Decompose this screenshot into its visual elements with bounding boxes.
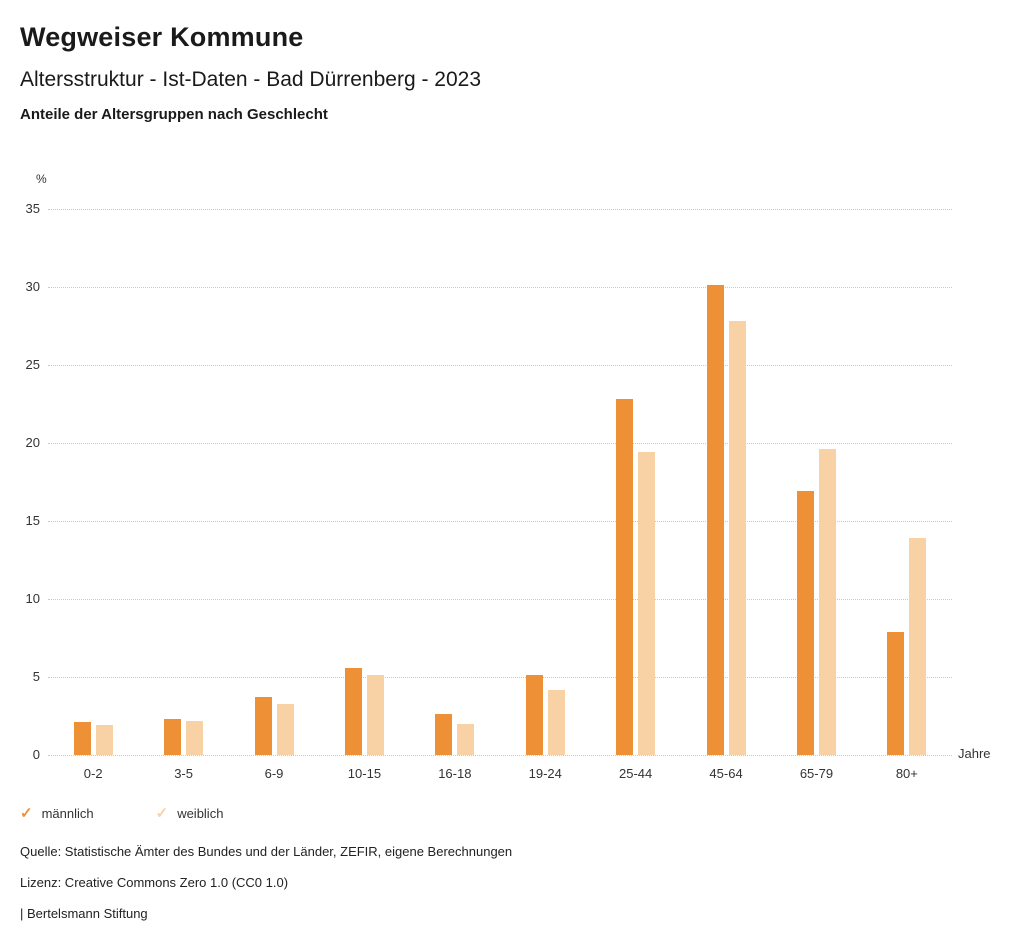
bar-männlich-10-15: [344, 667, 362, 755]
bar-weiblich-19-24: [547, 689, 565, 755]
bar-group-45-64: [681, 209, 771, 755]
bar-männlich-65-79: [796, 491, 814, 755]
x-tick-label: 0-2: [83, 766, 103, 781]
bar-weiblich-25-44: [638, 452, 656, 755]
legend-label: männlich: [41, 805, 94, 821]
y-axis-unit-label: %: [36, 172, 47, 186]
y-tick-label: 20: [25, 435, 40, 450]
bar-männlich-45-64: [706, 285, 724, 755]
x-tick-label: 25-44: [619, 766, 653, 781]
x-tick-label: 10-15: [347, 766, 382, 781]
bar-group-6-9: [229, 209, 319, 755]
page-title: Wegweiser Kommune: [20, 22, 304, 52]
y-tick-label: 35: [25, 201, 40, 216]
bar-group-16-18: [410, 209, 500, 755]
x-tick-label: 80+: [895, 766, 918, 781]
bar-group-19-24: [500, 209, 590, 755]
y-tick-label: 25: [25, 357, 40, 372]
bar-group-65-79: [771, 209, 861, 755]
check-icon: ✓: [20, 805, 33, 822]
gridline: [48, 365, 952, 366]
x-tick-label: 19-24: [528, 766, 562, 781]
x-tick-label: 6-9: [264, 766, 284, 781]
x-tick-label: 65-79: [799, 766, 834, 781]
bar-weiblich-3-5: [186, 720, 204, 755]
gridline: [48, 599, 952, 600]
bar-weiblich-0-2: [95, 725, 113, 755]
page-subtitle: Altersstruktur - Ist-Daten - Bad Dürrenb…: [20, 68, 482, 91]
chart-heading: Anteile der Altersgruppen nach Geschlech…: [20, 106, 328, 123]
bar-group-25-44: [590, 209, 680, 755]
legend-label: weiblich: [177, 805, 224, 821]
chart-legend: ✓ männlich ✓ weiblich: [20, 804, 223, 822]
legend-item-weiblich: ✓ weiblich: [156, 804, 224, 822]
y-tick-label: 30: [25, 279, 40, 294]
gridline: [48, 287, 952, 288]
y-tick-label: 5: [32, 669, 40, 684]
attribution-text: | Bertelsmann Stiftung: [20, 906, 148, 921]
gridline: [48, 209, 952, 210]
bar-männlich-0-2: [73, 722, 91, 755]
bar-group-3-5: [138, 209, 228, 755]
bar-weiblich-16-18: [457, 723, 475, 755]
bar-groups: [48, 209, 952, 755]
bar-männlich-19-24: [525, 675, 543, 755]
x-tick-label: 16-18: [438, 766, 472, 781]
x-tick-label: 3-5: [174, 766, 193, 781]
bar-group-0-2: [48, 209, 138, 755]
bar-männlich-3-5: [164, 719, 182, 755]
y-tick-label: 10: [25, 591, 40, 606]
legend-item-maennlich: ✓ männlich: [20, 804, 94, 822]
bar-weiblich-6-9: [276, 703, 294, 755]
plot-area: 0 5 10 15 20 25 30 35: [26, 201, 952, 762]
bar-group-80+: [862, 209, 952, 755]
gridline: [48, 443, 952, 444]
gridline: [48, 677, 952, 678]
gridline: [48, 521, 952, 522]
bar-group-10-15: [319, 209, 409, 755]
bar-weiblich-80+: [909, 538, 927, 755]
bar-weiblich-10-15: [366, 675, 384, 755]
gridline: [48, 755, 952, 756]
bar-weiblich-65-79: [818, 449, 836, 755]
check-icon: ✓: [155, 805, 169, 822]
x-labels: 0-2 3-5 6-9 10-15 16-18 19-24 25-44 45-64 65-79 8…: [48, 766, 952, 781]
bar-männlich-25-44: [616, 399, 634, 755]
bar-männlich-16-18: [435, 714, 453, 755]
x-tick-label: 45-64: [709, 766, 743, 781]
x-axis-unit-label: Jahre: [958, 746, 991, 761]
y-tick-label: 0: [32, 747, 40, 762]
source-text: Quelle: Statistische Ämter des Bundes un…: [20, 844, 513, 859]
license-text: Lizenz: Creative Commons Zero 1.0 (CC0 1…: [20, 875, 289, 890]
bar-männlich-80+: [887, 631, 905, 755]
bar-männlich-6-9: [254, 697, 272, 755]
y-tick-label: 15: [25, 513, 40, 528]
bar-weiblich-45-64: [728, 321, 746, 755]
